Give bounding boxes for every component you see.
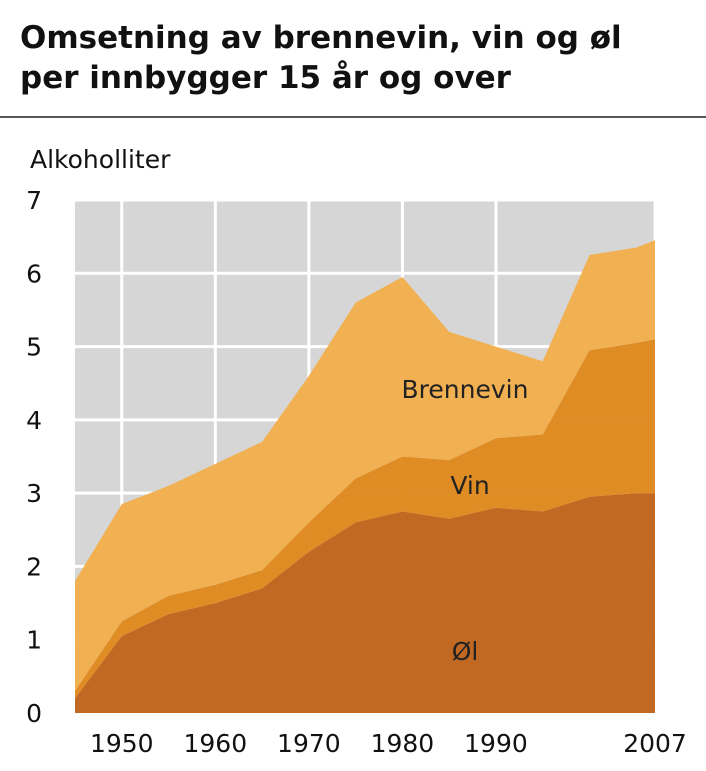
series-label: Vin — [450, 471, 489, 500]
y-tick-label: 7 — [26, 186, 42, 215]
y-tick-label: 5 — [26, 333, 42, 362]
x-tick-label: 2007 — [623, 729, 687, 758]
y-tick-label: 4 — [26, 406, 42, 435]
x-tick-label: 1960 — [184, 729, 248, 758]
series-label: Brennevin — [402, 375, 529, 404]
chart-title: Omsetning av brennevin, vin og øl per inn… — [20, 20, 622, 96]
y-tick-label: 1 — [26, 626, 42, 655]
x-tick-label: 1980 — [371, 729, 435, 758]
x-tick-label: 1970 — [277, 729, 341, 758]
x-tick-label: 1950 — [90, 729, 154, 758]
y-tick-label: 3 — [26, 479, 42, 508]
area — [75, 240, 655, 692]
series-label: Øl — [452, 637, 479, 666]
area — [75, 339, 655, 699]
x-tick-label: 1990 — [464, 729, 528, 758]
y-tick-label: 0 — [26, 699, 42, 728]
y-tick-label: 2 — [26, 552, 42, 581]
y-tick-label: 6 — [26, 259, 42, 288]
area — [75, 493, 655, 713]
y-axis-label: Alkoholliter — [30, 145, 171, 174]
